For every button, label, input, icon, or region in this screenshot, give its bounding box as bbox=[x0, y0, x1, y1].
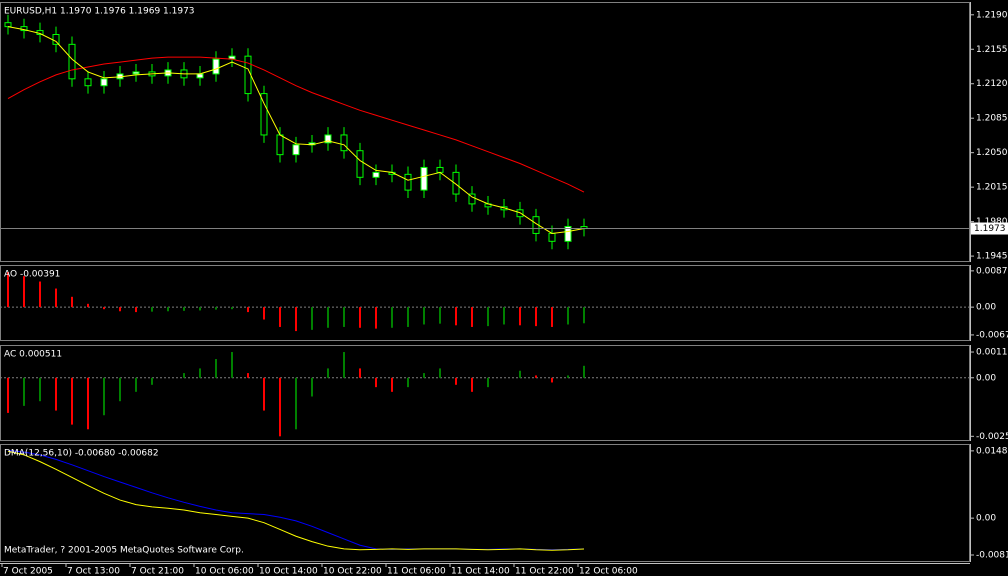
candle-body bbox=[452, 171, 460, 195]
current-price-box bbox=[971, 222, 1008, 235]
panel-frame bbox=[0, 265, 970, 341]
candle-body bbox=[84, 78, 92, 87]
y-tick-label: 0.0011 bbox=[976, 348, 1008, 358]
panel-title: DMA(12,56,10) -0.00680 -0.00682 bbox=[4, 449, 159, 459]
candle-body bbox=[548, 232, 556, 242]
candle-body bbox=[564, 226, 572, 242]
y-tick-label: -0.00815 bbox=[976, 550, 1008, 560]
candle-body bbox=[68, 43, 76, 80]
time-label: 10 Oct 22:00 bbox=[323, 567, 382, 576]
candle-body bbox=[340, 134, 348, 152]
y-tick-label: 1.2120 bbox=[976, 79, 1008, 89]
moving-average bbox=[7, 56, 585, 193]
y-tick-label: 0.00 bbox=[976, 303, 996, 313]
candle-body bbox=[436, 166, 444, 173]
panel-title: AC 0.000511 bbox=[4, 350, 62, 360]
panel-title: EURUSD,H1 1.1970 1.1976 1.1969 1.1973 bbox=[4, 7, 195, 17]
time-label: 10 Oct 14:00 bbox=[259, 567, 318, 576]
candle-body bbox=[324, 134, 332, 144]
candle-body bbox=[100, 78, 108, 87]
y-tick-label: 0.00878 bbox=[976, 266, 1008, 276]
candle-body bbox=[244, 55, 252, 95]
time-label: 10 Oct 06:00 bbox=[195, 567, 254, 576]
candle-body bbox=[276, 134, 284, 156]
y-tick-label: 0.01488 bbox=[976, 446, 1008, 456]
time-label: 11 Oct 22:00 bbox=[515, 567, 574, 576]
candle-body bbox=[420, 166, 428, 191]
candle-body bbox=[292, 144, 300, 156]
candle-body bbox=[356, 150, 364, 178]
time-label: 7 Oct 21:00 bbox=[131, 567, 184, 576]
time-label: 7 Oct 13:00 bbox=[67, 567, 120, 576]
candle-body bbox=[404, 173, 412, 191]
time-label: 7 Oct 2005 bbox=[3, 567, 53, 576]
candle-body bbox=[196, 73, 204, 79]
moving-average bbox=[7, 26, 585, 234]
copyright: MetaTrader, ? 2001-2005 MetaQuotes Softw… bbox=[4, 546, 244, 556]
y-tick-label: 1.2190 bbox=[976, 10, 1008, 20]
y-tick-label: -0.00673 bbox=[976, 330, 1008, 340]
y-tick-label: 0.00 bbox=[976, 514, 996, 524]
candle-body bbox=[4, 22, 12, 28]
candle-body bbox=[132, 71, 140, 75]
panel-frame bbox=[0, 2, 970, 262]
time-label: 11 Oct 06:00 bbox=[387, 567, 446, 576]
y-tick-label: 1.2015 bbox=[976, 183, 1008, 193]
candle-body bbox=[372, 171, 380, 178]
y-tick-label: 1.1945 bbox=[976, 252, 1008, 262]
candle-body bbox=[468, 193, 476, 205]
time-label: 12 Oct 06:00 bbox=[579, 567, 638, 576]
y-tick-label: 1.2085 bbox=[976, 114, 1008, 124]
y-tick-label: 0.00 bbox=[976, 373, 996, 383]
y-tick-label: 1.2050 bbox=[976, 148, 1008, 158]
candle-body bbox=[52, 34, 60, 45]
time-label: 11 Oct 14:00 bbox=[451, 567, 510, 576]
panel-frame bbox=[0, 444, 970, 562]
y-tick-label: 1.1980 bbox=[976, 217, 1008, 227]
candle-body bbox=[260, 93, 268, 136]
candle-body bbox=[212, 58, 220, 75]
y-tick-label: -0.0025 bbox=[976, 432, 1008, 442]
y-tick-label: 1.2155 bbox=[976, 45, 1008, 55]
current-price-label: 1.1973 bbox=[974, 224, 1006, 234]
panel-title: AO -0.00391 bbox=[4, 270, 60, 280]
indicator-line bbox=[7, 450, 585, 551]
panel-frame bbox=[0, 345, 970, 441]
